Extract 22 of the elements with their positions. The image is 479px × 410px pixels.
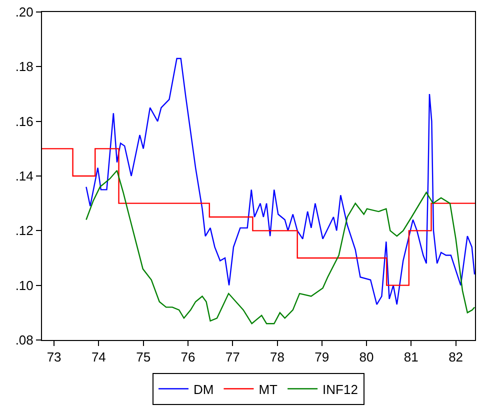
legend-label: DM bbox=[194, 382, 214, 397]
legend-label: INF12 bbox=[322, 382, 358, 397]
x-tick-label: 82 bbox=[448, 350, 464, 365]
y-tick-label: .16 bbox=[15, 114, 34, 129]
y-tick-label: .14 bbox=[15, 168, 34, 184]
y-tick-label: .08 bbox=[15, 332, 34, 348]
line-series bbox=[86, 170, 475, 324]
x-tick-label: 77 bbox=[225, 350, 240, 365]
x-tick-label: 78 bbox=[270, 350, 284, 365]
x-tick-label: 80 bbox=[359, 350, 374, 365]
x-tick-label: 76 bbox=[180, 350, 196, 365]
x-tick-label: 74 bbox=[91, 350, 106, 365]
y-tick-label: .10 bbox=[15, 278, 34, 293]
x-tick-label: 75 bbox=[136, 350, 151, 365]
y-tick-label: .12 bbox=[15, 223, 34, 238]
x-tick-label: 79 bbox=[314, 350, 330, 365]
x-tick-label: 73 bbox=[46, 350, 62, 365]
y-tick-label: .20 bbox=[15, 4, 34, 20]
x-tick-label: 81 bbox=[404, 350, 418, 365]
y-tick-label: .18 bbox=[15, 59, 34, 74]
legend-label: MT bbox=[258, 382, 278, 397]
line-series bbox=[86, 58, 475, 306]
